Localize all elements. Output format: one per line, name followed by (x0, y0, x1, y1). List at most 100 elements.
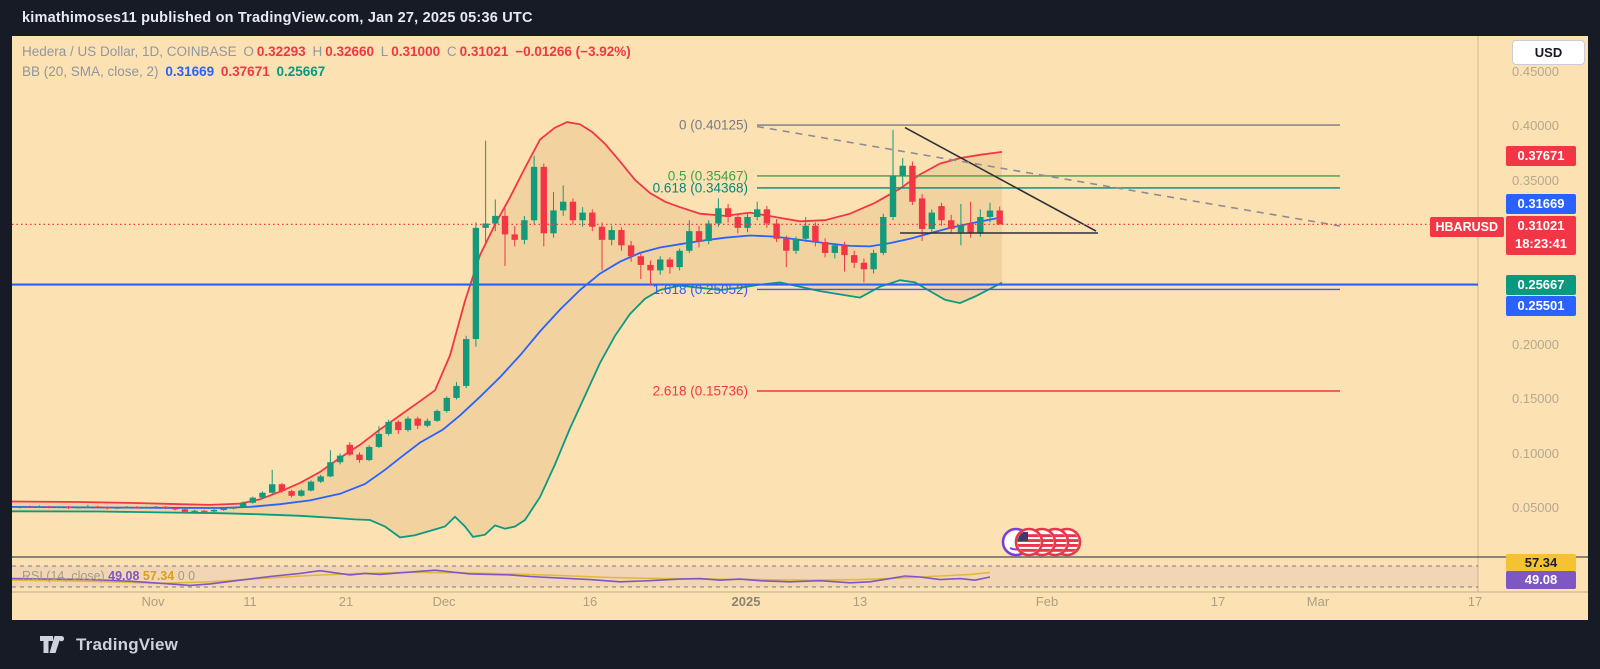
price-badge: 0.31669 (1506, 194, 1576, 214)
time-axis-label: Dec (432, 594, 456, 609)
candle-body (433, 410, 441, 421)
candle-body (463, 339, 470, 386)
time-axis-label: Feb (1035, 594, 1059, 609)
time-axis-label: 17 (1210, 594, 1226, 609)
time-axis-label: 17 (1467, 594, 1483, 609)
symbol-legend[interactable]: Hedera / US Dollar, 1D, COINBASE O 0.3229… (22, 44, 634, 59)
low-label: L (380, 44, 389, 59)
candle-body (269, 484, 276, 493)
candle-body (657, 259, 664, 271)
candle-body (36, 506, 43, 508)
candle-body (948, 220, 955, 229)
candle-body (821, 242, 829, 253)
candle-body (133, 506, 140, 509)
open-label: O (243, 44, 254, 59)
candle-body (637, 256, 644, 265)
bb-indicator-legend[interactable]: BB (20, SMA, close, 2) 0.31669 0.37671 0… (22, 64, 328, 79)
time-axis-label: 13 (852, 594, 868, 609)
bb-upper-value: 0.37671 (220, 64, 270, 79)
candle-body (104, 507, 111, 509)
candle-body (385, 421, 392, 434)
fib-retracement: 0 (0.40125) 0.5 (0.35467)0.618 (0.34368) 1… (653, 118, 1340, 399)
candle-body (734, 216, 741, 228)
rsi-badge: 49.08 (1506, 571, 1576, 589)
candle-body (346, 444, 353, 455)
candle-body (686, 231, 693, 251)
bb-basis-value: 0.31669 (165, 64, 215, 79)
rsi-value: 49.08 (108, 569, 140, 583)
candle-body (162, 506, 169, 509)
tradingview-brand-text[interactable]: TradingView (76, 634, 179, 654)
price-axis-label: 0.40000 (1512, 118, 1559, 133)
candle-body (986, 210, 994, 217)
high-value: 0.32660 (325, 44, 374, 59)
candle-body (977, 216, 984, 234)
candle-body (16, 506, 24, 508)
candle-body (938, 206, 945, 221)
candle-body (220, 508, 227, 510)
bb-label: BB (20, SMA, close, 2) (22, 64, 159, 79)
rsi-indicator-legend[interactable]: RSI (14, close) 49.08 57.34 0 0 (22, 569, 195, 583)
bb-fill (12, 122, 1002, 538)
candle-body (870, 252, 877, 270)
candle-body (589, 212, 596, 227)
candle-body (783, 238, 790, 251)
time-axis-label: Nov (141, 594, 165, 609)
fib-label-4: 2.618 (0.15736) (653, 384, 748, 399)
candle-body (918, 198, 926, 229)
candle-body (792, 238, 800, 251)
currency-toggle-button[interactable]: USD (1512, 40, 1585, 65)
candle-body (608, 230, 615, 240)
fib-label-0: 0 (0.40125) (679, 118, 748, 133)
rsi-ma-value: 57.34 (142, 569, 175, 583)
candle-body (598, 226, 606, 240)
fib-label-1: 0.5 (0.35467) (668, 168, 748, 183)
price-badge: 0.37671 (1506, 146, 1576, 166)
bb-upper-line (11, 121, 1003, 506)
low-value: 0.31000 (391, 44, 441, 59)
candle-body (511, 234, 518, 240)
candle-body (996, 210, 1003, 225)
candle-body (957, 225, 965, 233)
price-axis-label: 0.05000 (1512, 500, 1559, 515)
candle-body (259, 492, 266, 498)
last-price-badge: 0.31021 18:23:41 (1506, 216, 1576, 256)
candle-body (705, 223, 712, 241)
candle-body (75, 507, 82, 509)
candle-body (492, 215, 499, 224)
candle-body (802, 225, 809, 239)
candle-body (172, 508, 179, 510)
candle-body (763, 209, 771, 224)
candle-body (831, 245, 838, 253)
candle-body (249, 497, 256, 503)
candle-body (540, 166, 547, 234)
time-axis-label: 21 (338, 594, 354, 609)
candle-body (889, 175, 897, 217)
candle-body (569, 201, 577, 221)
candle-body (317, 476, 324, 482)
candle-body (395, 421, 402, 431)
candle-body (123, 506, 130, 509)
attribution-text: kimathimoses11 published on TradingView.… (22, 10, 533, 26)
candle-body (618, 230, 625, 246)
symbol-title: Hedera / US Dollar, 1D, COINBASE (22, 44, 237, 59)
time-axis-label: 11 (243, 594, 257, 609)
bar-countdown: 18:23:41 (1514, 236, 1568, 252)
candle-body (230, 507, 237, 509)
us-economic-event-flags (1001, 527, 1082, 557)
trendline-0[interactable] (904, 126, 1097, 232)
rsi-ma-line (11, 571, 991, 585)
candle-body (84, 506, 92, 508)
candle-body (210, 509, 218, 512)
tradingview-logo-icon[interactable] (40, 636, 66, 653)
rsi-extra-values: 0 0 (177, 569, 196, 583)
fib-label-3: 1.618 (0.25052) (653, 282, 748, 297)
candle-body (336, 455, 344, 463)
candle-body (773, 223, 780, 239)
candle-body (307, 481, 315, 491)
candle-body (579, 212, 586, 221)
candle-body (909, 165, 916, 202)
price-badge: 0.25667 (1506, 275, 1576, 295)
candle-body (327, 462, 334, 477)
